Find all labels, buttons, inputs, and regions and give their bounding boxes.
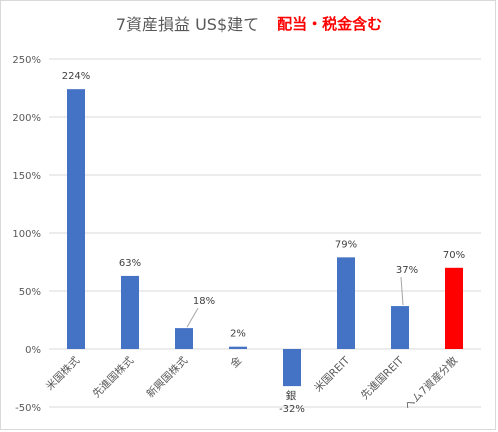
y-tick-label: -50% — [15, 403, 41, 414]
label-leader-line — [400, 277, 404, 306]
bar — [445, 267, 463, 349]
data-label: 18% — [193, 296, 215, 307]
bar — [337, 257, 355, 349]
data-label: 224% — [62, 71, 91, 82]
data-label: 79% — [335, 239, 357, 250]
data-label: 70% — [443, 250, 465, 261]
data-label: 2% — [230, 329, 246, 340]
y-tick-label: 250% — [12, 55, 41, 66]
y-tick-label: 50% — [19, 287, 41, 298]
data-label: 37% — [396, 265, 418, 276]
bar — [175, 328, 193, 349]
x-tick-label: 新興国株式 — [144, 354, 191, 401]
x-tick-label: 先進国株式 — [90, 354, 137, 401]
label-leader-line — [186, 307, 199, 328]
data-label: -32% — [279, 404, 305, 415]
y-tick-label: 100% — [12, 229, 41, 240]
title-row: 7資産損益 US$建て 配当・税金含む — [1, 11, 497, 39]
data-label: 63% — [119, 258, 141, 269]
x-tick-label: 米国株式 — [43, 354, 82, 393]
negative-bar-char: 銀 — [286, 389, 297, 402]
bar — [121, 275, 139, 349]
y-tick-label: 200% — [12, 113, 41, 124]
x-tick-label: 先進国REIT — [359, 354, 407, 402]
chart-title: 7資産損益 US$建て — [115, 15, 260, 34]
bar — [391, 306, 409, 349]
x-tick-label: へム7資産分散 — [402, 354, 461, 413]
chart-subtitle: 配当・税金含む — [277, 14, 383, 33]
x-tick-label: 金 — [228, 354, 245, 371]
bar — [67, 89, 85, 349]
bar — [229, 346, 247, 349]
y-tick-label: 150% — [12, 171, 41, 182]
bar — [283, 349, 301, 387]
x-tick-label: 米国REIT — [311, 354, 352, 395]
y-tick-label: 0% — [25, 345, 41, 356]
